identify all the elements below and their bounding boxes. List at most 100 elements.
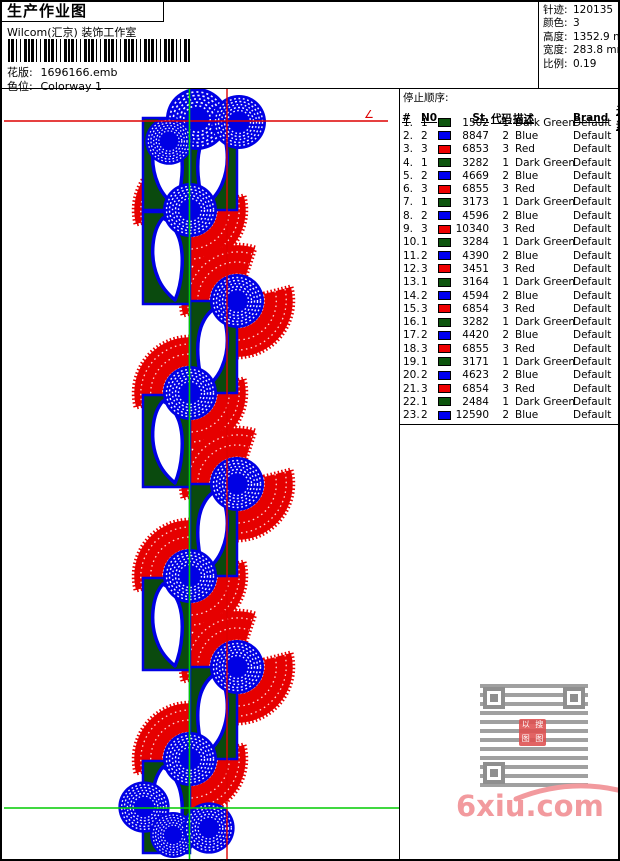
needle-number: 1: [421, 116, 428, 129]
stitch-count: 3282: [462, 156, 489, 169]
col-desc: 描述: [513, 112, 534, 125]
thread-brand: Default: [573, 209, 612, 222]
col-element: 元素: [616, 103, 618, 133]
col-stitches: St.: [472, 112, 489, 124]
stop-table-row: 8. 2 4596 2 Blue Default: [402, 209, 617, 222]
stop-table-row: 16. 1 3282 1 Dark Green Default: [402, 315, 617, 328]
color-swatch: [438, 277, 451, 287]
color-code: 2: [502, 129, 509, 142]
thread-brand: Default: [573, 369, 612, 382]
width-label: 宽度:: [543, 44, 568, 57]
stop-number: 18.: [403, 342, 420, 355]
stop-table-row: 2. 2 8847 2 Blue Default: [402, 129, 617, 142]
flower-motif: [209, 273, 265, 329]
scale-value: 0.19: [573, 57, 597, 70]
needle-number: 1: [421, 196, 428, 209]
color-swatch: [438, 158, 451, 168]
colors-label: 颜色:: [543, 17, 568, 30]
needle-number: 3: [421, 223, 428, 236]
color-swatch: [438, 237, 451, 247]
needle-number: 3: [421, 262, 428, 275]
stop-table-row: 18. 3 6855 3 Red Default: [402, 342, 617, 355]
stop-sequence-title: 停止顺序:: [403, 92, 449, 104]
thread-brand: Default: [573, 276, 612, 289]
colorway-label: 色位:: [7, 80, 33, 93]
stop-number: 2.: [403, 129, 414, 142]
color-description: Red: [515, 302, 535, 315]
color-swatch: [438, 370, 451, 380]
embroidery-design-preview: ∠: [4, 89, 399, 859]
color-code: 3: [502, 342, 509, 355]
color-swatch: [438, 291, 451, 300]
stop-table-rows: 1. 1 1502 1 Dark Green Default 2. 2 8847…: [402, 116, 617, 422]
needle-number: 3: [421, 382, 428, 395]
stop-number: 21.: [403, 382, 420, 395]
stop-number: 1.: [403, 116, 414, 129]
thread-brand: Default: [573, 169, 612, 182]
red-seal-stamp: 以 搜 图 图: [519, 719, 546, 746]
needle-number: 3: [421, 342, 428, 355]
stamp-char: 搜: [535, 720, 544, 729]
color-swatch: [438, 397, 451, 407]
stop-table-row: 11. 2 4390 2 Blue Default: [402, 249, 617, 262]
color-code: 1: [502, 196, 509, 209]
color-swatch: [438, 304, 451, 314]
color-swatch: [438, 264, 451, 274]
thread-brand: Default: [573, 249, 612, 262]
color-code: 1: [502, 355, 509, 368]
color-swatch: [438, 184, 451, 194]
qr-finder-icon: [563, 687, 585, 709]
thread-brand: Default: [573, 196, 612, 209]
stop-table-row: 6. 3 6855 3 Red Default: [402, 182, 617, 195]
color-description: Blue: [515, 289, 539, 302]
thread-brand: Default: [573, 116, 612, 129]
flower-motif: [211, 94, 267, 150]
color-code: 2: [502, 249, 509, 262]
color-swatch: [438, 251, 451, 261]
height-value: 1352.9 mm: [573, 30, 618, 43]
color-swatch: [438, 344, 451, 354]
stop-table-row: 1. 1 1502 1 Dark Green Default: [402, 116, 617, 129]
color-description: Dark Green: [515, 355, 576, 368]
stitch-count: 3171: [462, 355, 489, 368]
stitch-count: 6853: [462, 143, 489, 156]
pattern-row: 花版: 1696166.emb: [7, 64, 117, 80]
studio-name: Wilcom(汇京) 装饰工作室: [7, 26, 137, 39]
color-description: Red: [515, 382, 535, 395]
color-swatch: [438, 144, 451, 154]
stop-number: 22.: [403, 395, 420, 408]
needle-number: 3: [421, 183, 428, 196]
thread-brand: Default: [573, 223, 612, 236]
design-info-panel: 针迹:120135 颜色:3 高度:1352.9 mm 宽度:283.8 mm …: [538, 2, 618, 88]
stop-table-row: 12. 3 3451 3 Red Default: [402, 262, 617, 275]
stop-sequence-panel: 停止顺序: # N0 St. 代码 描述 Brand 元素 1. 1 1502 …: [399, 89, 618, 859]
stitch-count: 3164: [462, 276, 489, 289]
stop-table-row: 5. 2 4669 2 Blue Default: [402, 169, 617, 182]
color-description: Blue: [515, 249, 539, 262]
color-code: 3: [502, 183, 509, 196]
stitch-count: 3284: [462, 236, 489, 249]
color-swatch: [438, 224, 451, 234]
color-description: Dark Green: [515, 236, 576, 249]
stop-number: 11.: [403, 249, 420, 262]
color-swatch: [438, 171, 451, 181]
thread-brand: Default: [573, 355, 612, 368]
stitch-count: 4623: [462, 369, 489, 382]
flower-motif: [209, 456, 265, 512]
stop-number: 3.: [403, 143, 414, 156]
thread-brand: Default: [573, 156, 612, 169]
color-description: Dark Green: [515, 395, 576, 408]
stitch-count: 6854: [462, 302, 489, 315]
stamp-char: 图: [535, 733, 544, 743]
needle-number: 2: [421, 129, 428, 142]
stop-table-row: 22. 1 2484 1 Dark Green Default: [402, 395, 617, 408]
needle-number: 1: [421, 355, 428, 368]
color-description: Blue: [515, 169, 539, 182]
color-code: 2: [502, 329, 509, 342]
thread-brand: Default: [573, 236, 612, 249]
needle-number: 2: [421, 209, 428, 222]
stitch-count: 1502: [462, 116, 489, 129]
stop-table-row: 20. 2 4623 2 Blue Default: [402, 369, 617, 382]
color-code: 3: [502, 223, 509, 236]
header-divider: [2, 88, 618, 89]
